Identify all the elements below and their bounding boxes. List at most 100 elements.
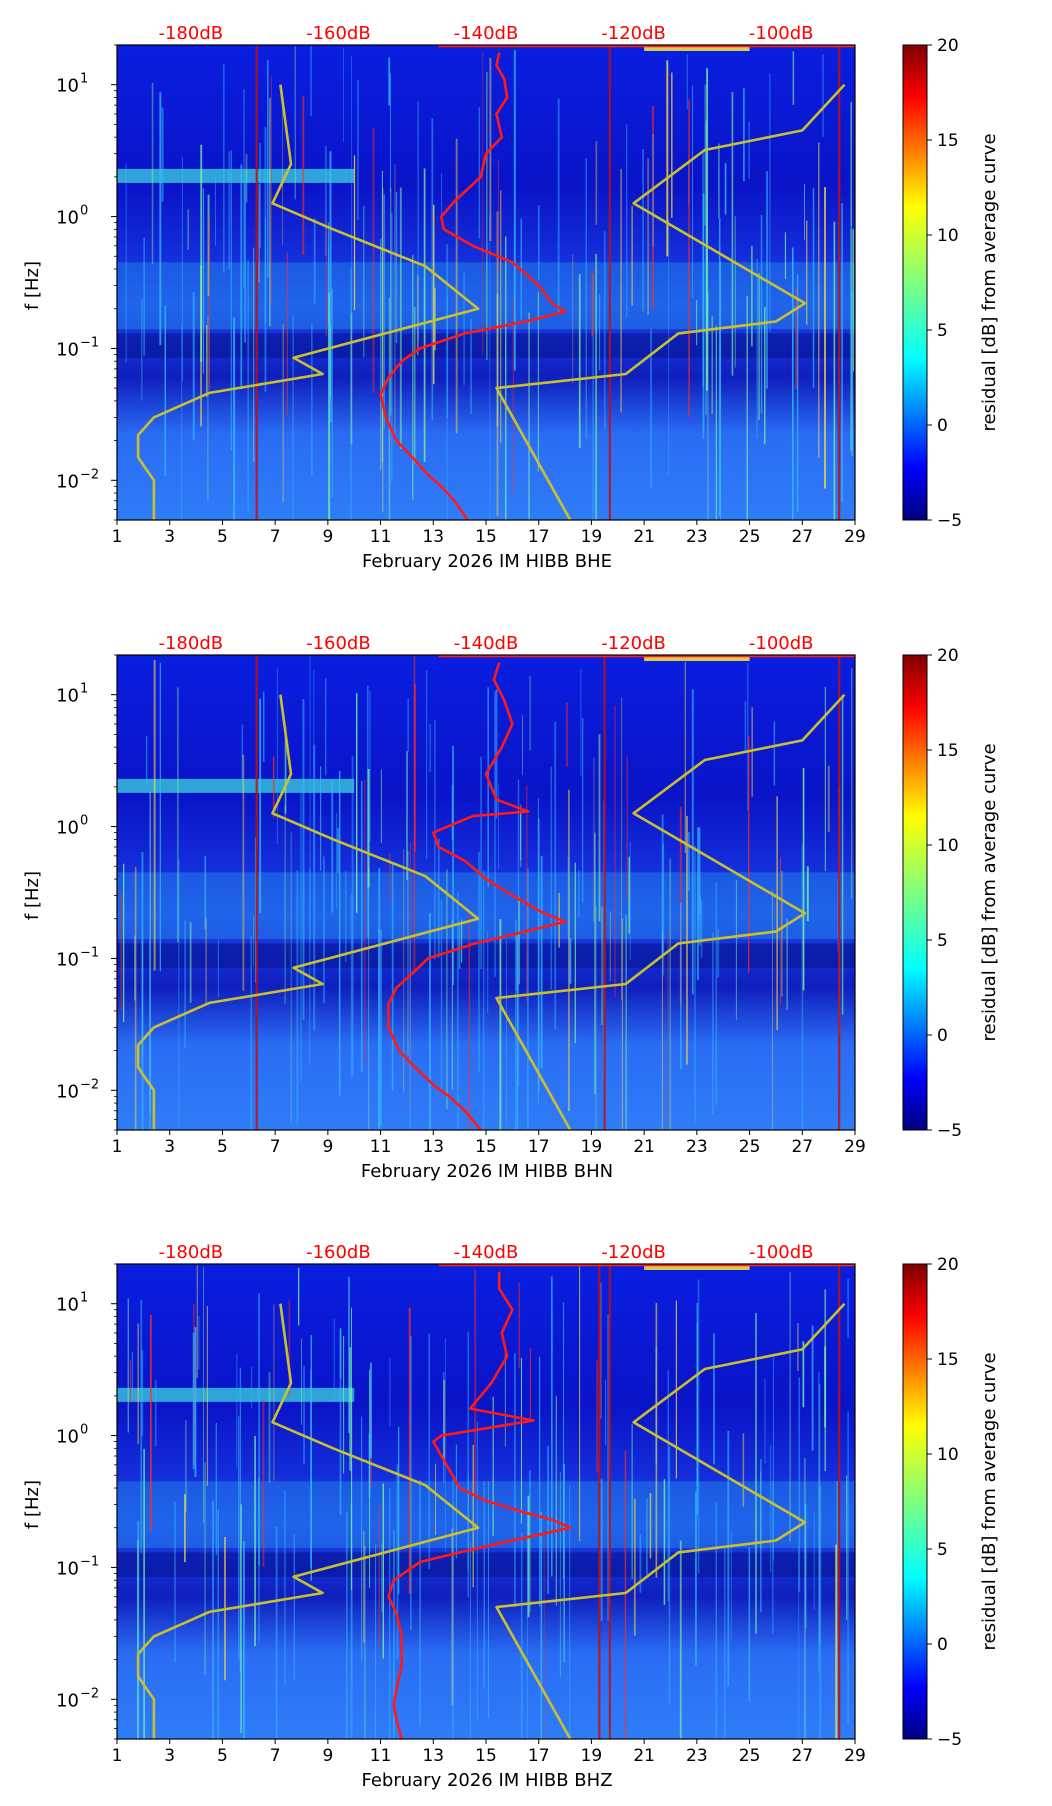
y-tick-exponent: 1 — [80, 682, 88, 697]
colorbar-tick-label: 10 — [937, 1445, 959, 1465]
x-tick-label: 13 — [422, 1137, 444, 1157]
x-tick-label: 9 — [322, 1746, 333, 1766]
top-db-label: -120dB — [601, 633, 666, 654]
colorbar-tick-label: 10 — [937, 226, 959, 246]
x-tick-label: 25 — [739, 1137, 761, 1157]
colorbar-tick-label: 5 — [937, 321, 948, 341]
x-tick-label: 19 — [581, 1137, 603, 1157]
top-db-label: -100dB — [749, 1242, 814, 1263]
y-tick-exponent: −2 — [80, 467, 99, 482]
y-tick-exponent: 1 — [80, 1291, 88, 1306]
x-tick-label: 11 — [370, 1137, 392, 1157]
colorbar-gradient — [902, 654, 928, 1131]
colorbar-label: residual [dB] from average curve — [979, 133, 1000, 431]
dark-band — [117, 1552, 855, 1577]
x-tick-label: 19 — [581, 1746, 603, 1766]
top-db-label: -140dB — [454, 23, 519, 44]
top-db-label: -140dB — [454, 633, 519, 654]
colorbar-gradient — [902, 44, 928, 521]
x-tick-label: 7 — [270, 527, 281, 547]
spectrogram-image — [117, 655, 855, 1130]
x-tick-label: 15 — [475, 1746, 497, 1766]
x-tick-label: 13 — [422, 527, 444, 547]
x-tick-label: 25 — [739, 527, 761, 547]
colorbar-label: residual [dB] from average curve — [979, 1352, 1000, 1650]
red-psd-curve — [387, 662, 567, 1130]
top-db-label: -140dB — [454, 1242, 519, 1263]
y-tick-label: 10 — [56, 471, 79, 492]
x-tick-label: 11 — [370, 527, 392, 547]
y-tick-label: 10 — [56, 686, 79, 707]
colorbar-tick-label: 15 — [937, 741, 959, 761]
y-tick-label: 10 — [56, 1558, 79, 1579]
y-axis-label: f [Hz] — [22, 261, 43, 310]
colorbar-tick-label: −5 — [937, 511, 962, 531]
x-tick-label: 23 — [686, 1137, 708, 1157]
x-axis-label: February 2026 IM HIBB BHZ — [361, 1770, 612, 1791]
top-db-label: -180dB — [158, 23, 223, 44]
x-tick-label: 5 — [217, 527, 228, 547]
y-tick-exponent: −2 — [80, 1686, 99, 1701]
x-tick-label: 17 — [528, 1746, 550, 1766]
x-tick-label: 27 — [791, 527, 813, 547]
colorbar-tick-label: 10 — [937, 836, 959, 856]
colorbar: 20 15 10 5 0 −5 residual [dB] from average cur… — [902, 36, 1000, 531]
x-tick-label: 3 — [164, 1746, 175, 1766]
spectrogram-background — [117, 655, 855, 1130]
colorbar-tick-label: −5 — [937, 1730, 962, 1750]
cyan-stripe — [117, 1387, 355, 1402]
x-tick-label: 23 — [686, 1746, 708, 1766]
red-psd-curve — [379, 52, 567, 520]
x-tick-label: 17 — [528, 1137, 550, 1157]
yellow-model-curve — [495, 1302, 846, 1739]
x-tick-label: 27 — [791, 1746, 813, 1766]
colorbar-tick-label: 20 — [937, 36, 959, 56]
x-tick-label: 19 — [581, 527, 603, 547]
colorbar-tick-label: 0 — [937, 1026, 948, 1046]
y-tick-label: 10 — [56, 339, 79, 360]
y-tick-exponent: 1 — [80, 72, 88, 87]
colorbar-tick-label: 20 — [937, 1255, 959, 1275]
y-tick-label: 10 — [56, 76, 79, 97]
x-tick-label: 13 — [422, 1746, 444, 1766]
yellow-model-curve — [136, 84, 480, 520]
x-tick-label: 1 — [112, 1137, 123, 1157]
top-db-label: -160dB — [306, 633, 371, 654]
top-db-label: -160dB — [306, 23, 371, 44]
top-db-label: -180dB — [158, 1242, 223, 1263]
x-tick-label: 7 — [270, 1746, 281, 1766]
colorbar-tick-label: 5 — [937, 1540, 948, 1560]
top-db-label: -180dB — [158, 633, 223, 654]
high-energy-patch — [644, 45, 750, 51]
x-tick-label: 25 — [739, 1746, 761, 1766]
y-tick-exponent: −1 — [80, 1554, 99, 1569]
colorbar-tick-label: 15 — [937, 1350, 959, 1370]
x-tick-label: 29 — [844, 1137, 866, 1157]
top-db-label: -100dB — [749, 633, 814, 654]
x-tick-label: 11 — [370, 1746, 392, 1766]
x-tick-label: 29 — [844, 1746, 866, 1766]
y-tick-label: 10 — [56, 818, 79, 839]
x-tick-label: 7 — [270, 1137, 281, 1157]
x-tick-label: 27 — [791, 1137, 813, 1157]
yellow-model-curve — [495, 693, 846, 1130]
high-energy-patch — [644, 1264, 750, 1270]
x-tick-label: 9 — [322, 1137, 333, 1157]
y-tick-label: 10 — [56, 1081, 79, 1102]
colorbar: 20 15 10 5 0 −5 residual [dB] from average cur… — [902, 1255, 1000, 1750]
microseism-band — [117, 1481, 855, 1549]
microseism-band — [117, 262, 855, 330]
y-tick-label: 10 — [56, 1690, 79, 1711]
colorbar-tick-label: 15 — [937, 131, 959, 151]
yellow-model-curve — [495, 83, 846, 520]
yellow-model-curve — [136, 694, 480, 1130]
x-tick-label: 1 — [112, 1746, 123, 1766]
x-tick-label: 3 — [164, 527, 175, 547]
y-tick-exponent: −1 — [80, 945, 99, 960]
x-tick-label: 1 — [112, 527, 123, 547]
colorbar-tick-label: 0 — [937, 416, 948, 436]
top-db-label: -120dB — [601, 23, 666, 44]
x-tick-label: 5 — [217, 1746, 228, 1766]
